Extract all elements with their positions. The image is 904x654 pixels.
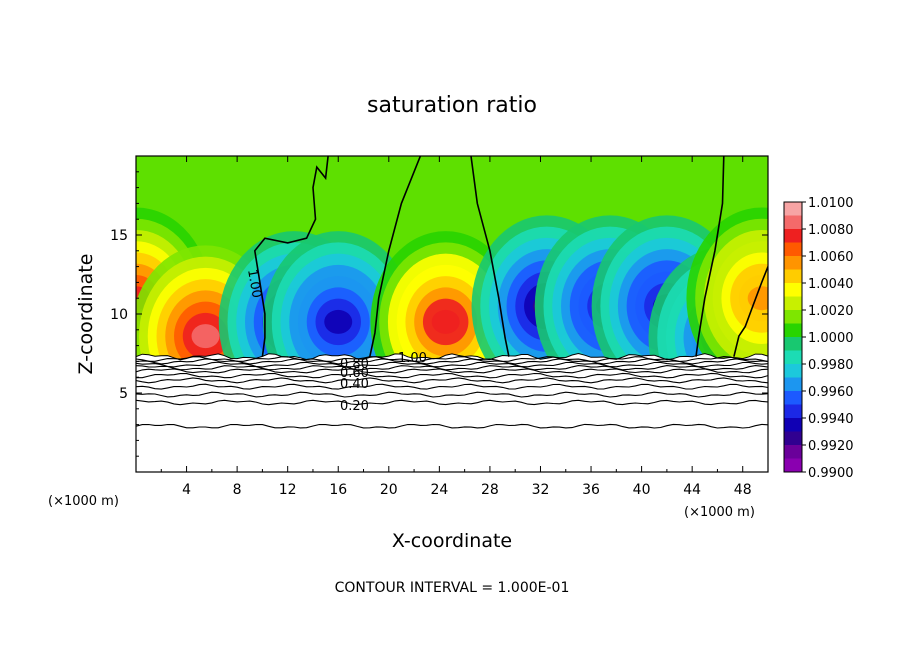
contour-label-1.00-upper: 1.00 [244, 268, 264, 299]
colorbar-swatch-7 [784, 296, 802, 311]
x-axis: 4 8 12 16 20 24 28 32 36 40 44 48 [160, 156, 752, 498]
x-unit-left: (×1000 m) [48, 494, 119, 509]
anomaly-9 [686, 207, 768, 389]
contour-line-lower-8 [136, 361, 768, 368]
y-tick-label-5: 5 [119, 386, 128, 402]
y-tick-label-10: 10 [110, 307, 128, 323]
contour-line-1.00-0 [253, 156, 329, 357]
x-tick-label-28: 28 [481, 482, 499, 498]
contour-labels: 1.00 0.80 1.00 0.60 0.40 0.20 [244, 268, 427, 414]
contour-line-1.00-2 [470, 156, 510, 357]
contour-label-0.60: 0.60 [340, 366, 369, 381]
colorbar-label-4: 1.0020 [808, 304, 854, 319]
anomaly-4-band-7 [431, 309, 460, 334]
upper-contours [253, 156, 768, 357]
colorbar-swatch-10 [784, 337, 802, 351]
x-unit-right: (×1000 m) [684, 505, 755, 520]
contour-line-lower-2 [136, 391, 768, 398]
anomaly-3-band-7 [324, 309, 353, 334]
lower-contours [136, 356, 768, 429]
colorbar-swatch-8 [784, 310, 802, 324]
colorbar-swatch-18 [784, 445, 802, 459]
colorbar-swatch-5 [784, 269, 802, 284]
contour-label-0.20: 0.20 [340, 399, 369, 414]
colorbar-swatch-6 [784, 283, 802, 297]
contour-line-1.00-4 [733, 266, 768, 357]
colorbar-label-3: 1.0040 [808, 277, 854, 292]
contour-label-0.80: 0.80 [340, 357, 369, 372]
x-tick-label-44: 44 [683, 482, 701, 498]
colorbar-swatch-1 [784, 215, 802, 230]
x-tick-label-8: 8 [233, 482, 242, 498]
contour-line-lower-6 [136, 368, 768, 374]
colorbar-swatch-9 [784, 323, 802, 338]
colorbar-swatch-2 [784, 229, 802, 243]
y-axis: 5 10 15 [110, 171, 768, 457]
x-tick-label-48: 48 [734, 482, 752, 498]
colorbar-swatch-19 [784, 458, 802, 473]
colorbar-swatch-14 [784, 391, 802, 405]
contour-line-lower-4 [136, 377, 768, 384]
contour-line-1.00-1 [369, 156, 422, 357]
colorbar-label-0: 1.0100 [808, 196, 854, 211]
colorbar-label-10: 0.9900 [808, 466, 854, 481]
colorbar-swatch-11 [784, 350, 802, 365]
contour-line-lower-9 [136, 358, 768, 365]
x-tick-label-24: 24 [430, 482, 448, 498]
colorbar-label-1: 1.0080 [808, 223, 854, 238]
colorbar-swatch-17 [784, 431, 802, 446]
cloud-base-boundary [136, 352, 768, 472]
contour-line-lower-0 [136, 423, 768, 429]
colorbar-swatch-16 [784, 418, 802, 432]
contour-label-0.40: 0.40 [340, 377, 369, 392]
colorbar: 1.0100 1.0080 1.0060 1.0040 1.0020 1.0000 0.99… [783, 196, 854, 481]
contour-line-lower-3 [136, 383, 768, 390]
y-axis-label: Z-coordinate [75, 254, 97, 375]
contour-label-1.00-lower: 1.00 [398, 351, 427, 366]
contour-line-lower-5 [136, 372, 768, 379]
x-tick-label-36: 36 [582, 482, 600, 498]
colorbar-label-8: 0.9940 [808, 412, 854, 427]
colorbar-label-6: 0.9980 [808, 358, 854, 373]
x-tick-label-32: 32 [532, 482, 550, 498]
colorbar-swatch-3 [784, 242, 802, 257]
x-tick-label-4: 4 [182, 482, 191, 498]
x-tick-label-16: 16 [329, 482, 347, 498]
colorbar-swatch-13 [784, 377, 802, 392]
x-axis-label: X-coordinate [392, 530, 512, 552]
chart-title: saturation ratio [367, 93, 537, 118]
colorbar-swatch-12 [784, 364, 802, 378]
colorbar-swatch-15 [784, 404, 802, 419]
x-tick-label-20: 20 [380, 482, 398, 498]
colorbar-label-5: 1.0000 [808, 331, 854, 346]
x-tick-label-12: 12 [279, 482, 297, 498]
y-tick-label-15: 15 [110, 228, 128, 244]
contour-interval-note: CONTOUR INTERVAL = 1.000E-01 [335, 580, 570, 596]
colorbar-label-2: 1.0060 [808, 250, 854, 265]
plot-area [136, 156, 768, 472]
colorbar-label-7: 0.9960 [808, 385, 854, 400]
contour-line-lower-1 [136, 399, 768, 406]
colorbar-swatch-0 [784, 202, 802, 216]
colorbar-swatch-4 [784, 256, 802, 270]
anomaly-1-band-7 [191, 324, 220, 349]
contour-line-1.00-3 [695, 156, 725, 357]
contour-line-lower-7 [136, 365, 768, 371]
x-tick-label-40: 40 [633, 482, 651, 498]
contour-line-lower-10 [136, 356, 768, 362]
colorbar-label-9: 0.9920 [808, 439, 854, 454]
